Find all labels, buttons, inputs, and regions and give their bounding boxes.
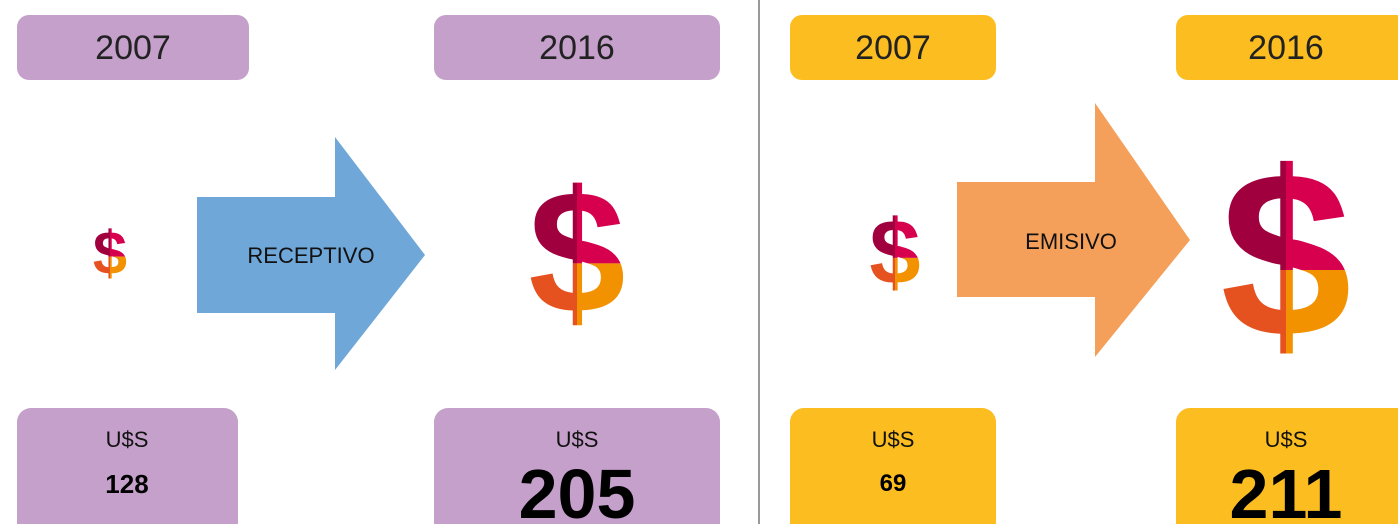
year-box xyxy=(434,15,720,80)
value: 211 xyxy=(1230,455,1343,524)
currency: U$S xyxy=(106,427,149,452)
year-label: 2007 xyxy=(95,29,171,67)
year-box xyxy=(1176,15,1398,80)
year-label: 2016 xyxy=(1248,29,1324,67)
year-box xyxy=(790,15,996,80)
value-box xyxy=(434,408,720,524)
value-box xyxy=(790,408,996,524)
arrow xyxy=(957,103,1190,357)
year-label: 2007 xyxy=(855,29,931,67)
currency: U$S xyxy=(872,427,915,452)
year-label: 2016 xyxy=(539,29,615,67)
dollar-icon xyxy=(1186,160,1386,370)
currency: U$S xyxy=(556,427,599,452)
value-box xyxy=(17,408,238,524)
currency: U$S xyxy=(1265,427,1308,452)
dollar-icon xyxy=(503,182,651,337)
arrow-label: RECEPTIVO xyxy=(247,243,374,268)
value: 205 xyxy=(519,455,636,524)
year-box xyxy=(17,15,249,80)
dollar-icon xyxy=(84,228,136,283)
arrow-label: EMISIVO xyxy=(1025,229,1117,254)
arrow xyxy=(197,137,425,370)
dollar-icon xyxy=(856,215,934,297)
value-box xyxy=(1176,408,1398,524)
value: 69 xyxy=(880,470,907,497)
value: 128 xyxy=(105,469,148,499)
